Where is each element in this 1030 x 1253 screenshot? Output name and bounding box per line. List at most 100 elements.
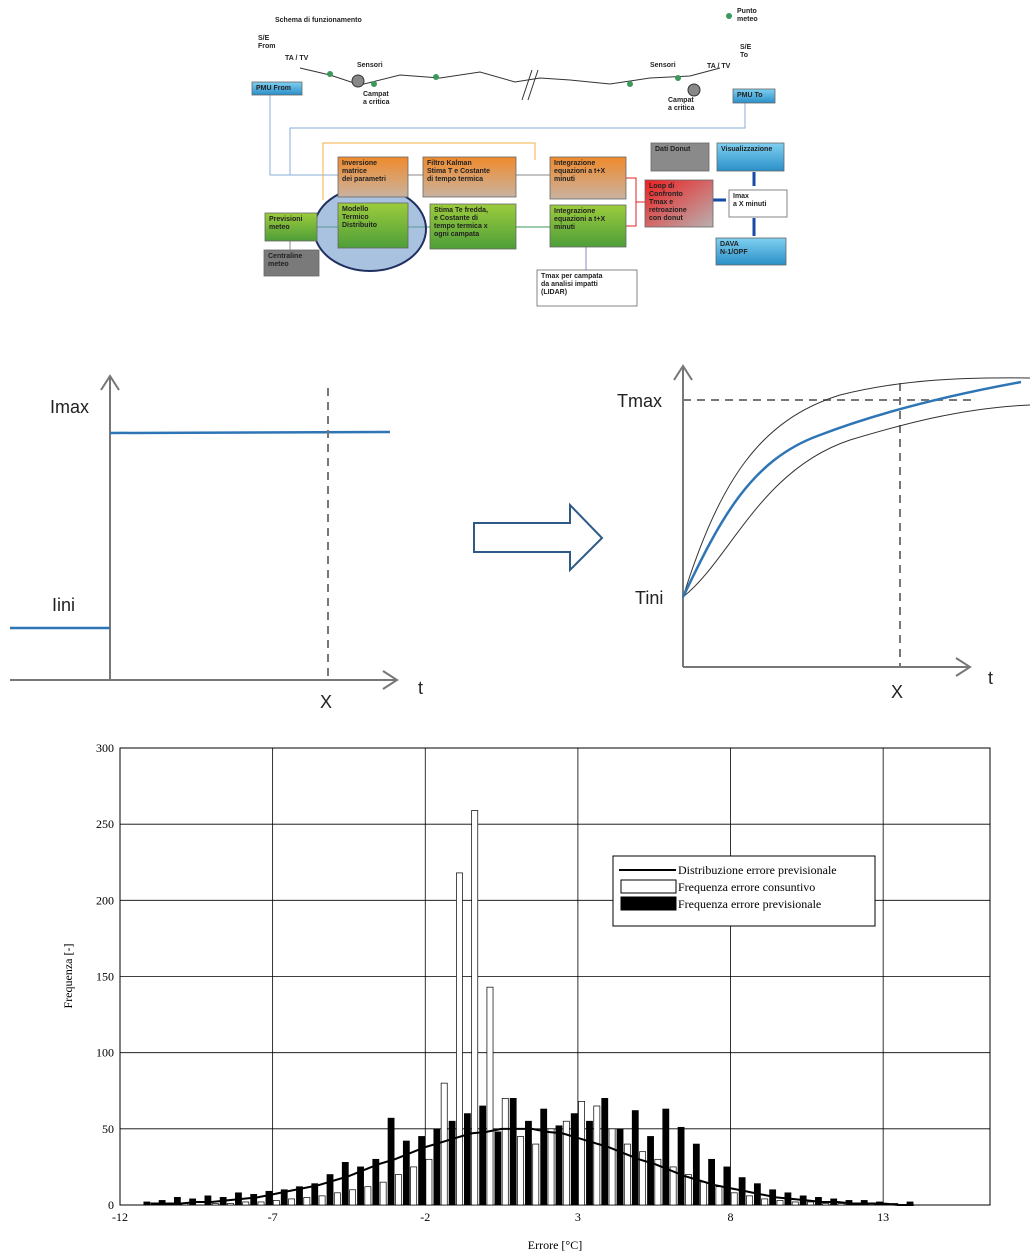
diagram-label: TA / TV bbox=[707, 63, 731, 70]
x-tick-label: 13 bbox=[877, 1210, 889, 1224]
break-mark bbox=[528, 70, 538, 100]
upper-bound bbox=[683, 378, 1030, 597]
diagram-label-line: From bbox=[258, 43, 276, 50]
x-tick-label: -7 bbox=[268, 1210, 278, 1224]
bar bbox=[434, 1129, 440, 1205]
box-label-line: (LIDAR) bbox=[541, 289, 567, 296]
box-label-line: Integrazione bbox=[554, 160, 595, 167]
diagram-label-line: a critica bbox=[668, 105, 695, 112]
box-label-line: Previsioni bbox=[269, 216, 303, 223]
concept-diagram: Imax Iini X t Tmax Tini X t bbox=[10, 366, 1030, 712]
bar bbox=[594, 1106, 600, 1205]
bar bbox=[464, 1114, 470, 1205]
break-mark bbox=[522, 70, 532, 100]
box-label-line: Stima T e Costante bbox=[427, 168, 490, 175]
bar bbox=[571, 1114, 577, 1205]
bar bbox=[525, 1121, 531, 1205]
bar bbox=[731, 1193, 737, 1205]
bar bbox=[533, 1144, 539, 1205]
box-label-line: Modello bbox=[342, 206, 368, 213]
diagram-label-line: Sensori bbox=[650, 62, 676, 69]
box-label-line: ogni campata bbox=[434, 231, 479, 238]
label-lower: Tini bbox=[635, 588, 663, 608]
box-label-line: meteo bbox=[269, 224, 290, 231]
page: Schema di funzionamento Puntometeo S/E From… bbox=[0, 0, 1030, 1253]
bar bbox=[243, 1202, 249, 1205]
box-label-line: Tmax e bbox=[649, 199, 673, 206]
box-label: Dati Donut bbox=[655, 146, 691, 153]
diagram-label: TA / TV bbox=[285, 55, 309, 62]
diagram-label: S/ETo bbox=[740, 44, 752, 59]
bar bbox=[617, 1129, 623, 1205]
bar bbox=[327, 1175, 333, 1205]
diagram-label-line: TA / TV bbox=[285, 55, 309, 62]
box-label-line: Visualizzazione bbox=[721, 146, 772, 153]
box-label-line: tempo termica x bbox=[434, 223, 488, 230]
bar bbox=[693, 1144, 699, 1205]
y-tick-label: 150 bbox=[96, 970, 114, 984]
box-label-line: da analisi impatti bbox=[541, 281, 598, 288]
box-label-line: minuti bbox=[554, 176, 575, 183]
bar bbox=[449, 1121, 455, 1205]
legend-label: Frequenza errore previsionale bbox=[678, 897, 821, 911]
box-label-line: con donut bbox=[649, 215, 683, 222]
bar bbox=[472, 810, 478, 1205]
bar bbox=[647, 1136, 653, 1205]
bar bbox=[502, 1098, 508, 1205]
diagram-title: Schema di funzionamento bbox=[275, 17, 362, 24]
box-label-line: e Costante di bbox=[434, 215, 478, 222]
legend-swatch bbox=[621, 897, 676, 910]
bar bbox=[304, 1197, 310, 1205]
y-tick-label: 300 bbox=[96, 741, 114, 755]
box-label-line: Confronto bbox=[649, 191, 683, 198]
label-t: t bbox=[418, 678, 423, 698]
diagram-label-line: S/E bbox=[740, 44, 752, 51]
chart: Errore [°C] Frequenza [-] 05010015020025… bbox=[61, 741, 990, 1252]
x-tick-label: -2 bbox=[420, 1210, 430, 1224]
y-tick-label: 100 bbox=[96, 1046, 114, 1060]
bar bbox=[807, 1202, 813, 1205]
bar bbox=[609, 1129, 615, 1205]
bar bbox=[495, 1132, 501, 1205]
box-label-line: a X minuti bbox=[733, 201, 767, 208]
bar bbox=[586, 1121, 592, 1205]
box-label-line: Centraline bbox=[268, 253, 302, 260]
bar bbox=[838, 1203, 844, 1205]
diagram-label: Puntometeo bbox=[737, 8, 758, 23]
bar bbox=[205, 1196, 211, 1205]
box-label-line: Termico bbox=[342, 214, 369, 221]
x-tick-label: -12 bbox=[112, 1210, 128, 1224]
bar bbox=[212, 1203, 218, 1205]
bar bbox=[762, 1199, 768, 1205]
box-label-line: di tempo termica bbox=[427, 176, 483, 183]
box-label-line: retroazione bbox=[649, 207, 687, 214]
bar bbox=[365, 1187, 371, 1205]
legend-swatch bbox=[621, 880, 676, 893]
diagram-label: Campata critica bbox=[668, 97, 695, 112]
box-label-line: dei parametri bbox=[342, 176, 386, 183]
bar bbox=[487, 987, 493, 1205]
label-t: t bbox=[988, 668, 993, 688]
bar bbox=[342, 1162, 348, 1205]
bar bbox=[289, 1199, 295, 1205]
box-label-line: Distribuito bbox=[342, 222, 377, 229]
diagram-label: Sensori bbox=[357, 62, 383, 69]
box-label-line: PMU To bbox=[737, 92, 763, 99]
bar bbox=[792, 1202, 798, 1205]
bar bbox=[701, 1182, 707, 1205]
connector bbox=[626, 178, 636, 226]
bar bbox=[411, 1167, 417, 1205]
legend-label: Distribuzione errore previsionale bbox=[678, 863, 837, 877]
diagram-label-line: a critica bbox=[363, 99, 390, 106]
box-label-line: N-1/OPF bbox=[720, 249, 748, 256]
bar bbox=[724, 1167, 730, 1205]
bar bbox=[480, 1106, 486, 1205]
weather-point bbox=[627, 81, 633, 87]
box-label-line: Integrazione bbox=[554, 208, 595, 215]
box-label: PMU From bbox=[256, 85, 291, 92]
y-tick-label: 200 bbox=[96, 893, 114, 907]
bar bbox=[548, 1129, 554, 1205]
bar bbox=[556, 1126, 562, 1205]
forecast-curve bbox=[683, 382, 1021, 597]
